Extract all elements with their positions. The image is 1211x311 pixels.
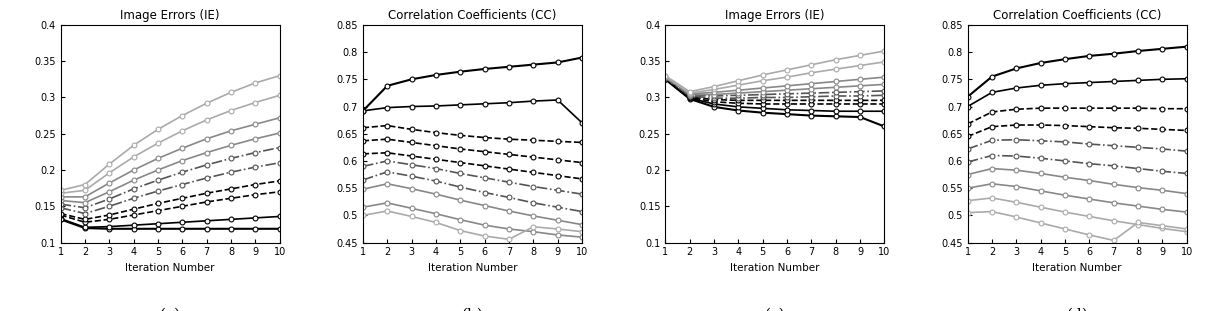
Text: (b): (b) xyxy=(461,308,483,311)
Title: Correlation Coefficients (CC): Correlation Coefficients (CC) xyxy=(993,9,1161,22)
Text: (c): (c) xyxy=(764,308,785,311)
Text: (d): (d) xyxy=(1067,308,1089,311)
X-axis label: Iteration Number: Iteration Number xyxy=(427,263,517,273)
X-axis label: Iteration Number: Iteration Number xyxy=(126,263,214,273)
X-axis label: Iteration Number: Iteration Number xyxy=(730,263,820,273)
Title: Correlation Coefficients (CC): Correlation Coefficients (CC) xyxy=(389,9,557,22)
Text: (a): (a) xyxy=(160,308,180,311)
Title: Image Errors (IE): Image Errors (IE) xyxy=(120,9,220,22)
Title: Image Errors (IE): Image Errors (IE) xyxy=(725,9,825,22)
X-axis label: Iteration Number: Iteration Number xyxy=(1033,263,1121,273)
